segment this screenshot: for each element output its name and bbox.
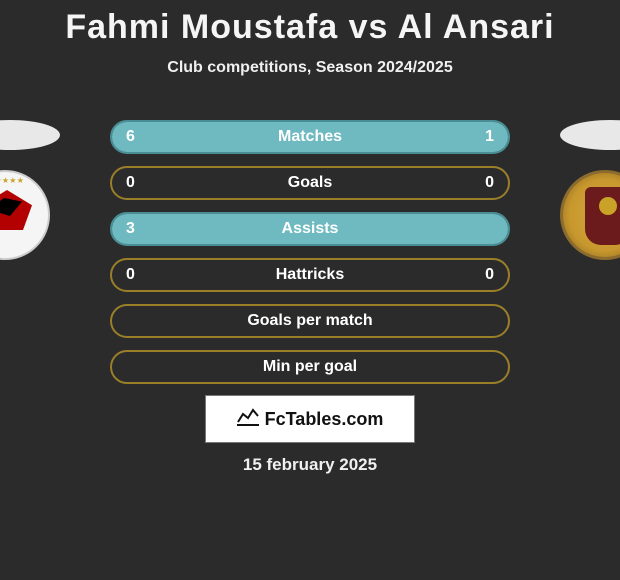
stats-container: 6 1 Matches 0 0 Goals 3 Assists 0 0 Hattricks Goals…: [110, 120, 510, 396]
brand-text: FcTables.com: [265, 409, 384, 430]
stat-label: Goals per match: [247, 312, 372, 330]
stat-label: Matches: [278, 128, 342, 146]
page-title: Fahmi Moustafa vs Al Ansari: [0, 0, 620, 47]
stat-row: 0 0 Hattricks: [110, 258, 510, 292]
stat-row: 0 0 Goals: [110, 166, 510, 200]
chart-icon: [237, 408, 259, 431]
stat-row: 3 Assists: [110, 212, 510, 246]
stat-label: Goals: [288, 174, 332, 192]
stat-row: 6 1 Matches: [110, 120, 510, 154]
stat-row: Goals per match: [110, 304, 510, 338]
stat-label: Min per goal: [263, 358, 357, 376]
page-subtitle: Club competitions, Season 2024/2025: [0, 59, 620, 77]
club-badge-right: [560, 170, 620, 270]
stat-value-right: 0: [485, 174, 494, 192]
stat-value-left: 0: [126, 266, 135, 284]
stat-label: Assists: [282, 220, 339, 238]
stat-value-left: 3: [126, 220, 135, 238]
brand-logo: FcTables.com: [205, 395, 415, 443]
stat-label: Hattricks: [276, 266, 344, 284]
stars-icon: ★ ★ ★ ★ ★: [0, 176, 48, 185]
stat-value-left: 6: [126, 128, 135, 146]
stat-value-right: 0: [485, 266, 494, 284]
footer-date: 15 february 2025: [0, 455, 620, 475]
stat-value-left: 0: [126, 174, 135, 192]
stat-row: Min per goal: [110, 350, 510, 384]
club-badge-left: ★ ★ ★ ★ ★: [0, 170, 60, 270]
stat-value-right: 1: [485, 128, 494, 146]
